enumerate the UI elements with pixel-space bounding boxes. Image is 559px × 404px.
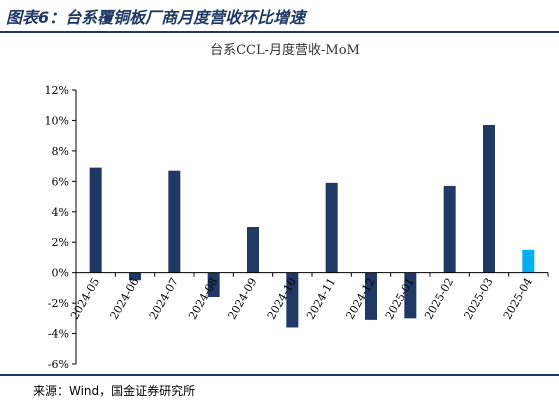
x-tick-label: 2024-06 bbox=[107, 276, 141, 322]
x-tick-label: 2024-08 bbox=[186, 276, 220, 322]
bar bbox=[286, 272, 299, 328]
chart-title: 台系CCL-月度营收-MoM bbox=[210, 42, 360, 58]
x-tick-label: 2025-04 bbox=[501, 276, 535, 322]
bar bbox=[365, 272, 377, 320]
x-tick-label: 2024-11 bbox=[304, 276, 338, 322]
bar bbox=[129, 272, 141, 281]
y-tick-label: -6% bbox=[48, 358, 69, 371]
y-tick-label: 4% bbox=[52, 206, 69, 219]
x-tick-label: 2024-09 bbox=[225, 276, 259, 322]
bar bbox=[247, 227, 259, 273]
x-tick-label: 2025-02 bbox=[422, 276, 456, 322]
y-tick-label: 2% bbox=[52, 236, 69, 249]
y-tick-label: 12% bbox=[45, 84, 69, 97]
bar bbox=[325, 182, 338, 273]
bar-chart: 台系CCL-月度营收-MoM -6% -4% -2% 0% 2% 4% 6% 8% 10% 12%… bbox=[45, 42, 549, 371]
x-tick-label: 2025-03 bbox=[461, 276, 495, 322]
bars bbox=[89, 125, 535, 328]
figure-title: 图表6：台系覆铜板厂商月度营收环比增速 bbox=[6, 8, 306, 27]
bar bbox=[207, 272, 220, 298]
y-tick-label: 8% bbox=[52, 145, 69, 158]
bar bbox=[404, 272, 417, 319]
y-tick-label: -2% bbox=[48, 297, 69, 310]
y-tick-label: 10% bbox=[45, 114, 69, 127]
x-tick-label: 2024-07 bbox=[147, 276, 181, 322]
bar bbox=[89, 167, 102, 273]
y-axis: -6% -4% -2% 0% 2% 4% 6% 8% 10% 12% bbox=[45, 84, 77, 371]
bar bbox=[168, 170, 181, 273]
x-tick-label: 2024-05 bbox=[68, 276, 102, 322]
source-note: 来源：Wind，国金证券研究所 bbox=[33, 384, 196, 398]
y-tick-label: 6% bbox=[52, 175, 69, 188]
bar bbox=[522, 249, 535, 273]
y-tick-label: 0% bbox=[52, 267, 69, 280]
y-tick-label: -4% bbox=[48, 328, 69, 341]
title-rule bbox=[0, 31, 559, 33]
bottom-rule bbox=[0, 374, 559, 376]
bar bbox=[443, 185, 456, 273]
bar bbox=[483, 125, 495, 273]
